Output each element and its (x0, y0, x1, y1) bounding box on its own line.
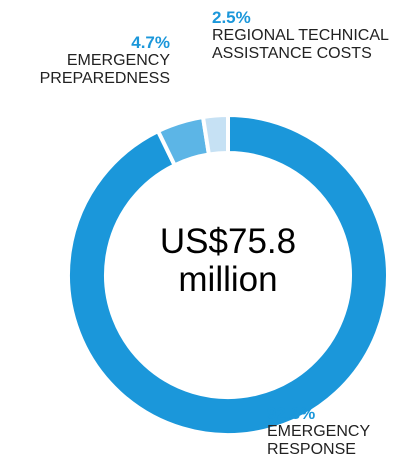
value-label: 2.5% (212, 8, 251, 27)
category-label: EMERGENCY RESPONSE (267, 423, 370, 458)
center-label: US$75.8 million (159, 222, 297, 299)
value-label: 92.8% (267, 404, 316, 423)
category-label: REGIONAL TECHNICAL ASSISTANCE COSTS (212, 27, 389, 62)
category-label: EMERGENCY PREPAREDNESS (39, 52, 170, 87)
slice-label: 92.8% EMERGENCY RESPONSE (267, 404, 407, 459)
slice (200, 112, 230, 157)
slice (66, 112, 390, 437)
value-label: 4.7% (131, 33, 170, 52)
slice-label: 4.7% EMERGENCY PREPAREDNESS (20, 33, 170, 88)
slice-label: 2.5% REGIONAL TECHNICAL ASSISTANCE COSTS (212, 8, 412, 63)
